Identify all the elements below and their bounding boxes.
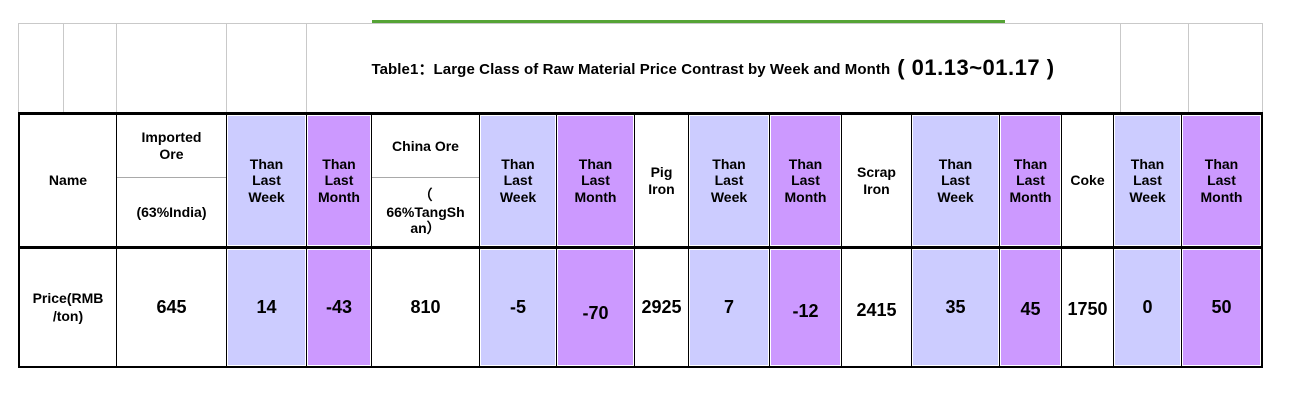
table-title: Table1：Large Class of Raw Material Price…	[306, 24, 1120, 112]
value-coke-vs-last-week: 0	[1114, 249, 1182, 366]
header-cell-pig-iron: Pig Iron	[635, 115, 689, 246]
header-cell-imported-than-last-month: Than Last Month	[307, 115, 372, 246]
value-imported-ore-price: 645	[117, 249, 227, 366]
value-imported-vs-last-month: -43	[307, 249, 372, 366]
row-label-price-rmb-ton: Price(RMB /ton)	[20, 249, 117, 366]
value-pig-vs-last-week: 7	[689, 249, 770, 366]
table-title-row: Table1：Large Class of Raw Material Price…	[18, 23, 1263, 112]
value-scrap-vs-last-week: 35	[912, 249, 1000, 366]
table-header-row: Name Imported Ore (63%India) Than Last W…	[18, 112, 1263, 246]
header-cell-pig-than-last-week: Than Last Week	[689, 115, 770, 246]
title-row-gridline	[1120, 24, 1121, 112]
value-imported-vs-last-week: 14	[227, 249, 307, 366]
header-cell-coke-than-last-week: Than Last Week	[1114, 115, 1182, 246]
title-row-gridline	[63, 24, 64, 112]
header-china-ore-label: China Ore	[372, 115, 479, 178]
table-title-date-range: ( 01.13~01.17 )	[897, 55, 1055, 80]
header-cell-china-ore: China Ore （ 66%TangSh an）	[372, 115, 480, 246]
value-pig-iron-price: 2925	[635, 249, 689, 366]
value-scrap-vs-last-month: 45	[1000, 249, 1062, 366]
value-china-vs-last-month: -70	[557, 249, 635, 366]
title-row-gridline	[1188, 24, 1189, 112]
value-china-vs-last-week: -5	[480, 249, 557, 366]
header-cell-coke-than-last-month: Than Last Month	[1182, 115, 1261, 246]
value-pig-vs-last-month: -12	[770, 249, 842, 366]
header-imported-ore-label: Imported Ore	[117, 115, 226, 178]
title-row-gridline	[116, 24, 117, 112]
title-row-gridline	[226, 24, 227, 112]
header-cell-china-than-last-month: Than Last Month	[557, 115, 635, 246]
header-imported-ore-grade: (63%India)	[136, 203, 207, 220]
header-cell-scrap-than-last-month: Than Last Month	[1000, 115, 1062, 246]
title-row-gridline	[306, 24, 307, 112]
header-cell-pig-than-last-month: Than Last Month	[770, 115, 842, 246]
header-cell-name: Name	[20, 115, 117, 246]
table-title-text: Table1：Large Class of Raw Material Price…	[371, 60, 891, 78]
header-china-ore-grade: （ 66%TangSh an）	[386, 187, 465, 237]
header-cell-scrap-iron: Scrap Iron	[842, 115, 912, 246]
header-cell-imported-than-last-week: Than Last Week	[227, 115, 307, 246]
value-coke-vs-last-month: 50	[1182, 249, 1261, 366]
value-coke-price: 1750	[1062, 249, 1114, 366]
raw-material-price-table: Table1：Large Class of Raw Material Price…	[18, 23, 1263, 368]
header-cell-coke: Coke	[1062, 115, 1114, 246]
table-price-row: Price(RMB /ton) 645 14 -43 810 -5 -70 29…	[18, 246, 1263, 368]
header-cell-china-than-last-week: Than Last Week	[480, 115, 557, 246]
value-china-ore-price: 810	[372, 249, 480, 366]
header-cell-imported-ore: Imported Ore (63%India)	[117, 115, 227, 246]
value-scrap-iron-price: 2415	[842, 249, 912, 366]
header-cell-scrap-than-last-week: Than Last Week	[912, 115, 1000, 246]
green-divider-line	[372, 20, 1005, 24]
